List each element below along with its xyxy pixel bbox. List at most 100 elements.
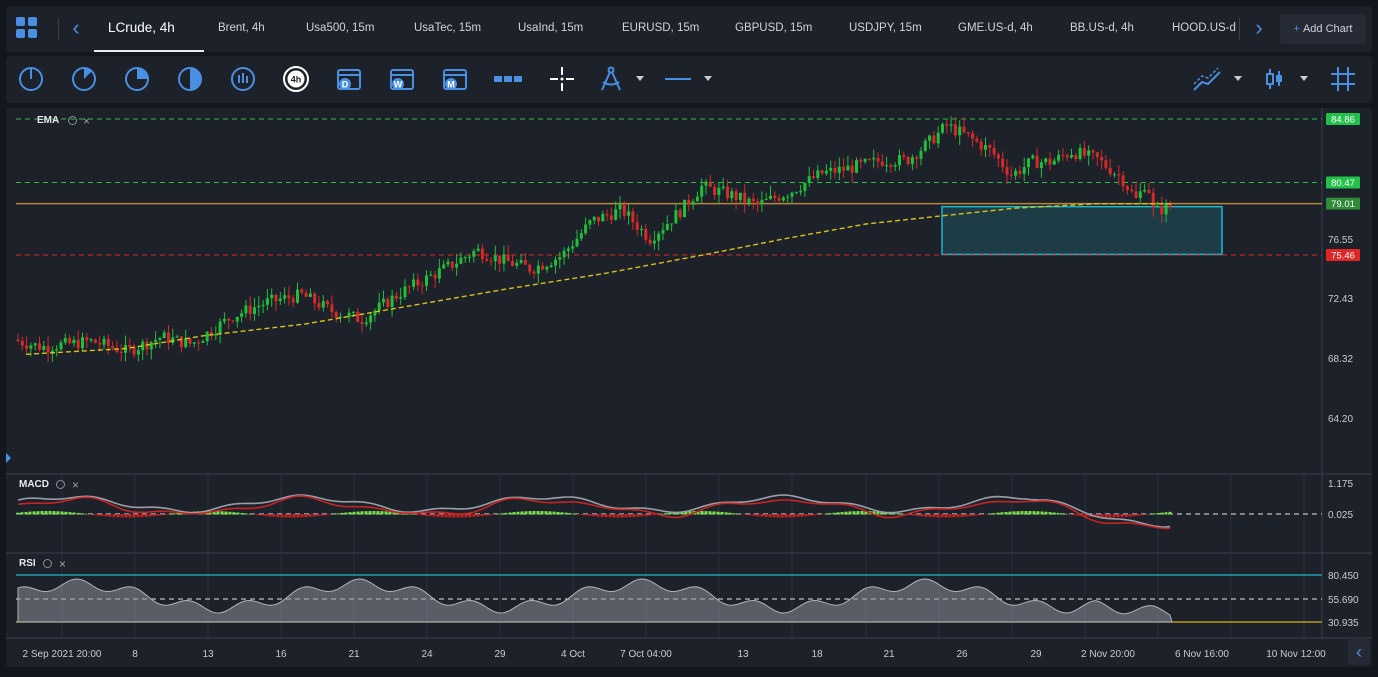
macd-histogram-bar (420, 514, 424, 516)
rsi-tick-label: 30.935 (1328, 618, 1359, 629)
macd-histogram-bar (1048, 512, 1052, 515)
tab-usdjpy[interactable]: USDJPY, 15m (849, 22, 922, 34)
tab-gbpusd[interactable]: GBPUSD, 15m (735, 22, 813, 34)
calendar-month-icon[interactable]: M (440, 64, 470, 94)
macd-histogram-bar (828, 513, 832, 515)
macd-histogram-bar (164, 514, 168, 515)
candle-body (975, 138, 979, 142)
line-style-icon[interactable] (663, 64, 693, 94)
candle-body (962, 126, 966, 133)
macd-histogram-bar (520, 511, 524, 515)
tab-usa500[interactable]: Usa500, 15m (306, 22, 375, 34)
macd-histogram-bar (40, 511, 44, 515)
tab-usatec[interactable]: UsaTec, 15m (414, 22, 482, 34)
macd-histogram-bar (260, 514, 264, 516)
chevron-left-icon[interactable]: ‹ (72, 15, 80, 40)
chevron-down-icon[interactable] (704, 76, 712, 81)
candle-body (1104, 160, 1108, 168)
layout-grid-icon[interactable] (16, 17, 38, 39)
macd-histogram-bar (996, 512, 1000, 515)
candle-body (59, 342, 63, 350)
ema-settings-gear-icon[interactable] (68, 116, 77, 125)
pie-half-icon[interactable] (175, 64, 205, 94)
macd-histogram-bar (796, 514, 800, 517)
macd-histogram-bar (216, 511, 220, 515)
macd-histogram-bar (292, 514, 296, 518)
pie-quarter-filled-icon[interactable] (122, 64, 152, 94)
macd-histogram-bar (380, 511, 384, 515)
candle-body (657, 233, 661, 241)
macd-histogram-bar (600, 514, 604, 517)
macd-histogram-bar (592, 514, 596, 517)
crosshair-icon[interactable] (547, 64, 577, 94)
macd-close-icon[interactable]: × (72, 478, 80, 492)
macd-histogram-bar (1112, 514, 1116, 518)
macd-histogram-bar (340, 512, 344, 515)
tab-hood[interactable]: HOOD.US-d (1172, 22, 1236, 34)
line-chart-type-icon[interactable] (1192, 64, 1222, 94)
candle-body (1057, 154, 1061, 161)
macd-histogram-bar (968, 514, 972, 517)
compass-draw-icon[interactable] (596, 64, 626, 94)
candle-body (308, 293, 312, 297)
macd-histogram-bar (624, 514, 628, 518)
candlestick-type-icon[interactable] (1259, 64, 1289, 94)
macd-histogram-bar (1100, 514, 1104, 518)
calendar-week-letter: W (394, 80, 403, 90)
tab-lcrude[interactable]: LCrude, 4h (108, 20, 175, 35)
macd-histogram-bar (1144, 514, 1148, 515)
candle-body (498, 255, 502, 264)
tab-eurusd[interactable]: EURUSD, 15m (622, 22, 700, 34)
tab-usaind[interactable]: UsaInd, 15m (518, 22, 584, 34)
macd-histogram-bar (636, 514, 640, 517)
rsi-close-icon[interactable]: × (59, 557, 67, 571)
grid-toggle-icon[interactable] (1328, 64, 1358, 94)
macd-histogram-bar (808, 514, 812, 516)
ema-close-icon[interactable]: × (83, 114, 91, 128)
macd-histogram-bar (220, 511, 224, 515)
chevron-left-icon[interactable]: ‹ (1348, 639, 1370, 665)
range-selector-icon[interactable] (493, 64, 523, 94)
tab-gme[interactable]: GME.US-d, 4h (958, 22, 1033, 34)
chevron-down-icon[interactable] (1300, 76, 1308, 81)
candle-body (283, 295, 287, 299)
macd-histogram-bar (572, 513, 576, 515)
price-chart[interactable]: 76.55 72.43 68.32 64.20 84.86 80.47 79.01 75.46… (6, 108, 1372, 667)
macd-histogram-bar (856, 511, 860, 515)
candle-body (708, 181, 712, 187)
timeframe-4h-button[interactable]: 4h (281, 64, 311, 94)
expand-left-icon[interactable] (6, 453, 11, 463)
macd-histogram-bar (756, 514, 760, 517)
tab-brent[interactable]: Brent, 4h (218, 22, 265, 34)
calendar-week-icon[interactable]: W (387, 64, 417, 94)
macd-histogram-bar (728, 512, 732, 515)
time-tick-label: 2 Sep 2021 20:00 (23, 649, 102, 660)
tab-bb[interactable]: BB.US-d, 4h (1070, 22, 1134, 34)
chevron-down-icon[interactable] (636, 76, 644, 81)
candle-body (425, 275, 428, 286)
pie-quarter-icon[interactable] (16, 64, 46, 94)
chart-canvas[interactable]: 76.55 72.43 68.32 64.20 84.86 80.47 79.01 75.46… (6, 108, 1372, 667)
macd-histogram-bar (704, 511, 708, 515)
calendar-day-icon[interactable]: D (334, 64, 364, 94)
chevron-down-icon[interactable] (1234, 76, 1242, 81)
macd-histogram-bar (768, 514, 772, 518)
add-chart-button[interactable]: + Add Chart (1280, 14, 1366, 44)
chevron-right-icon[interactable]: › (1255, 15, 1263, 40)
candle-body (158, 338, 162, 340)
macd-settings-gear-icon[interactable] (56, 480, 65, 489)
rsi-settings-gear-icon[interactable] (43, 559, 52, 568)
candle-body (1130, 189, 1134, 192)
macd-histogram-bar (648, 514, 652, 516)
pie-bars-icon[interactable] (228, 64, 258, 94)
candle-body (700, 185, 704, 197)
macd-histogram-bar (68, 512, 72, 515)
time-tick-label: 10 Nov 12:00 (1266, 649, 1326, 660)
macd-histogram-bar (108, 514, 112, 517)
calendar-month-letter: M (447, 80, 455, 90)
macd-histogram-bar (916, 514, 920, 516)
pie-eighth-icon[interactable] (69, 64, 99, 94)
time-tick-label: 8 (132, 649, 138, 660)
candle-body (347, 312, 351, 317)
candle-body (192, 342, 196, 344)
